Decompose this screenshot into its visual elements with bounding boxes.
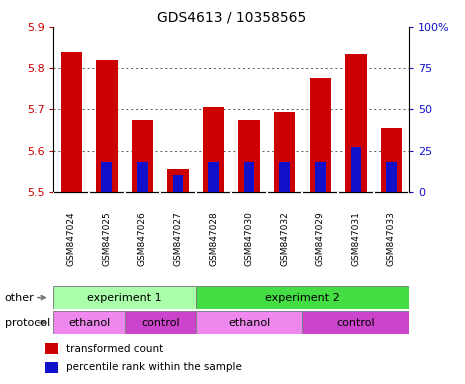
Text: experiment 1: experiment 1 (87, 293, 162, 303)
Bar (96, 60, 118, 192)
Bar (137, 162, 148, 192)
Bar (279, 162, 290, 192)
Bar (315, 162, 325, 192)
Text: GSM847028: GSM847028 (209, 212, 218, 266)
Bar (46, 362, 58, 372)
Text: protocol: protocol (5, 318, 50, 328)
Text: control: control (141, 318, 179, 328)
Text: GSM847025: GSM847025 (102, 212, 111, 266)
Text: GSM847024: GSM847024 (67, 212, 76, 266)
Bar (303, 311, 409, 334)
Text: control: control (337, 318, 375, 328)
Bar (310, 78, 331, 192)
Text: GSM847030: GSM847030 (245, 212, 253, 266)
Text: GSM847026: GSM847026 (138, 212, 147, 266)
Text: GSM847029: GSM847029 (316, 212, 325, 266)
Bar (239, 120, 260, 192)
Text: GSM847031: GSM847031 (352, 212, 360, 266)
Bar (46, 343, 58, 354)
Bar (173, 175, 183, 192)
Bar (125, 311, 196, 334)
Bar (203, 108, 224, 192)
Bar (196, 311, 303, 334)
Bar (345, 54, 366, 192)
Bar (101, 162, 112, 192)
Bar (132, 120, 153, 192)
Bar (244, 162, 254, 192)
Text: transformed count: transformed count (66, 344, 163, 354)
Bar (60, 51, 82, 192)
Bar (53, 311, 125, 334)
Text: GSM847033: GSM847033 (387, 212, 396, 266)
Bar (274, 111, 295, 192)
Title: GDS4613 / 10358565: GDS4613 / 10358565 (157, 10, 306, 24)
Text: GSM847027: GSM847027 (173, 212, 182, 266)
Bar (53, 286, 196, 309)
Text: percentile rank within the sample: percentile rank within the sample (66, 362, 242, 372)
Bar (351, 147, 361, 192)
Text: GSM847032: GSM847032 (280, 212, 289, 266)
Bar (381, 128, 402, 192)
Text: experiment 2: experiment 2 (265, 293, 340, 303)
Bar (386, 162, 397, 192)
Bar (167, 169, 189, 192)
Bar (208, 162, 219, 192)
Text: other: other (5, 293, 34, 303)
Bar (196, 286, 409, 309)
Text: ethanol: ethanol (228, 318, 270, 328)
Text: ethanol: ethanol (68, 318, 110, 328)
